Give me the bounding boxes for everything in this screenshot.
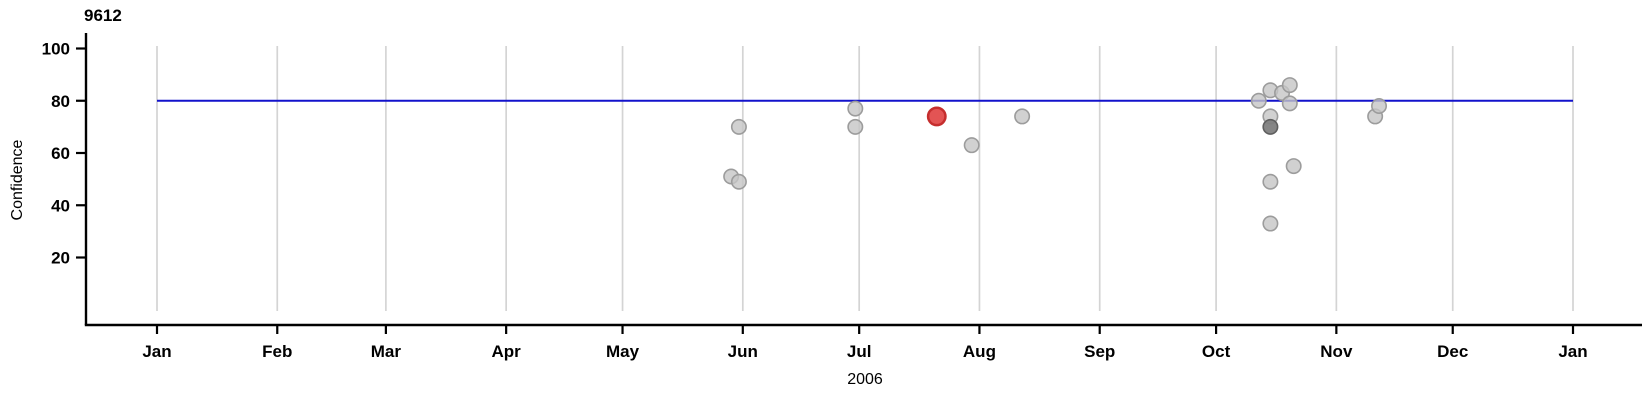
y-tick-label: 100 [42, 40, 70, 59]
data-point[interactable] [1262, 118, 1279, 135]
data-point[interactable] [847, 100, 864, 117]
x-tick-label: Jul [847, 342, 872, 361]
x-tick-label: Feb [262, 342, 292, 361]
data-point[interactable] [1262, 173, 1279, 190]
x-axis-year-label: 2006 [847, 371, 883, 388]
x-tick-label: Mar [371, 342, 402, 361]
data-point[interactable] [1262, 215, 1279, 232]
x-tick-label: Dec [1437, 342, 1468, 361]
data-point[interactable] [1281, 95, 1298, 112]
y-tick-label: 80 [51, 92, 70, 111]
data-point[interactable] [730, 118, 747, 135]
x-tick-label: Jan [1558, 342, 1587, 361]
data-point[interactable] [1285, 158, 1302, 175]
x-tick-label: Nov [1320, 342, 1353, 361]
x-tick-label: Jun [728, 342, 758, 361]
x-tick-label: Sep [1084, 342, 1115, 361]
data-point[interactable] [1281, 77, 1298, 94]
x-tick-label: May [606, 342, 640, 361]
data-point[interactable] [963, 137, 980, 154]
data-point[interactable] [1371, 97, 1388, 114]
y-tick-label: 20 [51, 249, 70, 268]
highlighted-data-point[interactable] [926, 106, 947, 127]
y-tick-label: 40 [51, 196, 70, 215]
x-tick-label: Jan [142, 342, 171, 361]
x-tick-label: Aug [963, 342, 996, 361]
chart-title: 9612 [84, 6, 122, 25]
data-point[interactable] [1014, 108, 1031, 125]
y-tick-label: 60 [51, 144, 70, 163]
data-point[interactable] [730, 173, 747, 190]
x-tick-label: Oct [1202, 342, 1231, 361]
x-tick-label: Apr [492, 342, 522, 361]
data-point[interactable] [847, 118, 864, 135]
data-point[interactable] [1250, 92, 1267, 109]
